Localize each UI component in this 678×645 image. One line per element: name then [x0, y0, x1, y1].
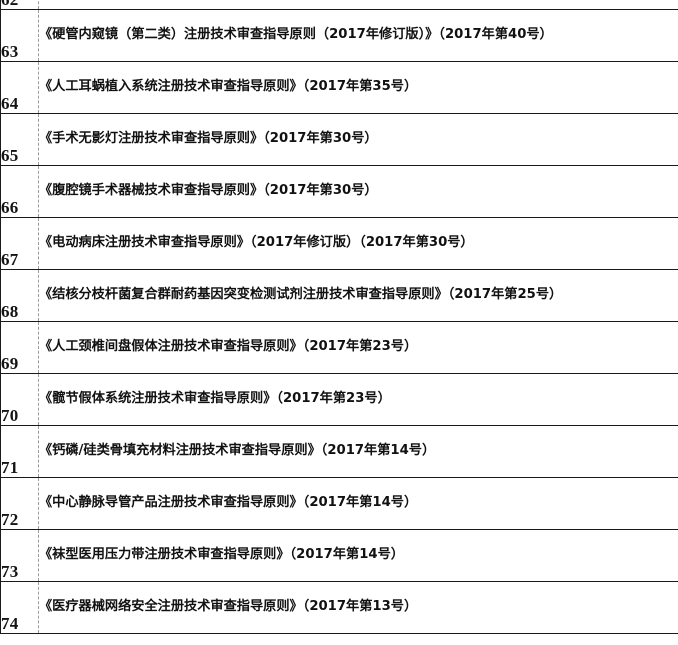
- row-index-cell: 71: [0, 425, 39, 478]
- row-index: 70: [1, 406, 19, 426]
- table-row: 72 《中心静脉导管产品注册技术审查指导原则》（2017年第14号）: [0, 477, 678, 530]
- row-title: 《硬管内窥镜（第二类）注册技术审查指导原则（2017年修订版）》（2017年第4…: [39, 27, 553, 43]
- row-title: 《手术无影灯注册技术审查指导原则》（2017年第30号）: [39, 131, 378, 147]
- row-title-cell: 《袜型医用压力带注册技术审查指导原则》（2017年第14号）: [38, 529, 678, 582]
- row-title: 《医疗器械网络安全注册技术审查指导原则》（2017年第13号）: [39, 599, 418, 615]
- row-index: 65: [1, 146, 19, 166]
- row-title-cell: 《中心静脉导管产品注册技术审查指导原则》（2017年第14号）: [38, 477, 678, 530]
- row-title-cell: 《医疗器械网络安全注册技术审查指导原则》（2017年第13号）: [38, 581, 678, 634]
- table-row: 71 《钙磷/硅类骨填充材料注册技术审查指导原则》（2017年第14号）: [0, 425, 678, 478]
- row-title-cell: 《硬管内窥镜（第二类）注册技术审查指导原则（2017年修订版）》（2017年第4…: [38, 9, 678, 62]
- row-index-cell: 73: [0, 529, 39, 582]
- row-index: 62: [1, 0, 18, 9]
- row-title: 《结核分枝杆菌复合群耐药基因突变检测试剂注册技术审查指导原则》（2017年第25…: [39, 287, 563, 303]
- row-title: 《电动病床注册技术审查指导原则》（2017年修订版）（2017年第30号）: [39, 235, 474, 251]
- row-index-cell: 72: [0, 477, 39, 530]
- row-title: 《钙磷/硅类骨填充材料注册技术审查指导原则》（2017年第14号）: [39, 443, 436, 459]
- row-index: 71: [1, 458, 19, 478]
- row-index-cell: 64: [0, 61, 39, 114]
- row-title-cell: 《结核分枝杆菌复合群耐药基因突变检测试剂注册技术审查指导原则》（2017年第25…: [38, 269, 678, 322]
- row-title-cell: 《钙磷/硅类骨填充材料注册技术审查指导原则》（2017年第14号）: [38, 425, 678, 478]
- row-index-cell: 65: [0, 113, 39, 166]
- row-index-cell: 66: [0, 165, 39, 218]
- row-title-cell: 《手术无影灯注册技术审查指导原则》（2017年第30号）: [38, 113, 678, 166]
- table-row: 64 《人工耳蜗植入系统注册技术审查指导原则》（2017年第35号）: [0, 61, 678, 114]
- row-title-cell: 《人工耳蜗植入系统注册技术审查指导原则》（2017年第35号）: [38, 61, 678, 114]
- table-row: 69 《人工颈椎间盘假体注册技术审查指导原则》（2017年第23号）: [0, 321, 678, 374]
- table-row: 62: [0, 0, 678, 10]
- table-row: 70 《髋节假体系统注册技术审查指导原则》（2017年第23号）: [0, 373, 678, 426]
- table-row: 68 《结核分枝杆菌复合群耐药基因突变检测试剂注册技术审查指导原则》（2017年…: [0, 269, 678, 322]
- row-title-cell: 《髋节假体系统注册技术审查指导原则》（2017年第23号）: [38, 373, 678, 426]
- row-title: 《人工耳蜗植入系统注册技术审查指导原则》（2017年第35号）: [39, 79, 418, 95]
- row-index: 67: [1, 250, 19, 270]
- row-title-cell: 《腹腔镜手术器械技术审查指导原则》（2017年第30号）: [38, 165, 678, 218]
- table-row: 67 《电动病床注册技术审查指导原则》（2017年修订版）（2017年第30号）: [0, 217, 678, 270]
- row-title-cell: [38, 0, 678, 10]
- row-title: 《袜型医用压力带注册技术审查指导原则》（2017年第14号）: [39, 547, 404, 563]
- row-index: 72: [1, 510, 19, 530]
- row-index: 64: [1, 94, 19, 114]
- table-row: 66 《腹腔镜手术器械技术审查指导原则》（2017年第30号）: [0, 165, 678, 218]
- row-index-cell: 62: [0, 0, 39, 10]
- row-index-cell: 74: [0, 581, 39, 634]
- row-index: 66: [1, 198, 19, 218]
- row-index-cell: 70: [0, 373, 39, 426]
- row-title: 《髋节假体系统注册技术审查指导原则》（2017年第23号）: [39, 391, 391, 407]
- row-title: 《人工颈椎间盘假体注册技术审查指导原则》（2017年第23号）: [39, 339, 418, 355]
- row-title-cell: 《电动病床注册技术审查指导原则》（2017年修订版）（2017年第30号）: [38, 217, 678, 270]
- row-index: 69: [1, 354, 19, 374]
- row-index: 68: [1, 302, 19, 322]
- table-row: 63 《硬管内窥镜（第二类）注册技术审查指导原则（2017年修订版）》（2017…: [0, 9, 678, 62]
- row-title-cell: 《人工颈椎间盘假体注册技术审查指导原则》（2017年第23号）: [38, 321, 678, 374]
- row-index-cell: 68: [0, 269, 39, 322]
- row-index: 74: [1, 614, 19, 634]
- row-title: 《腹腔镜手术器械技术审查指导原则》（2017年第30号）: [39, 183, 378, 199]
- row-index-cell: 63: [0, 9, 39, 62]
- row-index: 73: [1, 562, 19, 582]
- row-index-cell: 69: [0, 321, 39, 374]
- row-index: 63: [1, 42, 19, 62]
- table-row: 65 《手术无影灯注册技术审查指导原则》（2017年第30号）: [0, 113, 678, 166]
- row-index-cell: 67: [0, 217, 39, 270]
- table-row: 74 《医疗器械网络安全注册技术审查指导原则》（2017年第13号）: [0, 581, 678, 634]
- table-row: 73 《袜型医用压力带注册技术审查指导原则》（2017年第14号）: [0, 529, 678, 582]
- row-title: 《中心静脉导管产品注册技术审查指导原则》（2017年第14号）: [39, 495, 418, 511]
